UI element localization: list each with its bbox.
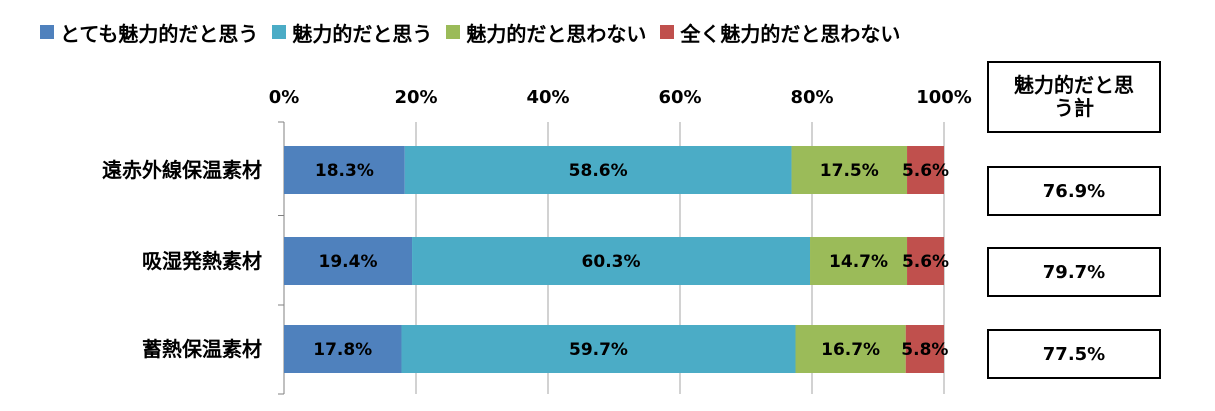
legend-label-2: 魅力的だと思う bbox=[292, 21, 433, 46]
bar-3-2 bbox=[401, 325, 796, 373]
data-label-2-1: 19.4% bbox=[319, 252, 378, 272]
legend-label-1: とても魅力的だと思う bbox=[60, 21, 259, 46]
data-label-2-4: 5.6% bbox=[902, 252, 949, 272]
bar-1-1 bbox=[284, 146, 405, 194]
tick-label-4: 60% bbox=[658, 87, 701, 108]
legend-item-1: とても魅力的だと思う bbox=[40, 18, 258, 47]
legend-item-3: 魅力的だと思わない bbox=[446, 18, 646, 47]
legend-label-3: 魅力的だと思わない bbox=[466, 21, 647, 46]
tick-label-6: 100% bbox=[916, 87, 972, 108]
tick-label-5: 80% bbox=[790, 87, 833, 108]
legend-label-4: 全く魅力的だと思わない bbox=[680, 21, 901, 46]
bar-1-4 bbox=[907, 146, 944, 194]
legend-swatch-4 bbox=[660, 25, 675, 39]
data-label-2-3: 14.7% bbox=[829, 252, 888, 272]
bar-1-3 bbox=[791, 146, 908, 194]
bar-2-4 bbox=[907, 237, 944, 285]
data-label-1-4: 5.6% bbox=[902, 161, 949, 181]
bar-2-3 bbox=[810, 237, 908, 285]
legend-swatch-3 bbox=[446, 25, 461, 39]
bar-2-1 bbox=[284, 237, 413, 285]
tick-label-2: 20% bbox=[394, 87, 437, 108]
bar-3-3 bbox=[795, 325, 906, 373]
legend-item-2: 魅力的だと思う bbox=[272, 18, 432, 47]
tick-label-1: 0% bbox=[269, 87, 300, 108]
legend-item-4: 全く魅力的だと思わない bbox=[660, 18, 900, 47]
category-label-1: 遠赤外線保温素材 bbox=[102, 158, 262, 182]
category-label-2: 吸湿発熱素材 bbox=[142, 249, 262, 273]
tick-label-3: 40% bbox=[526, 87, 569, 108]
total-value-2: 79.7% bbox=[987, 247, 1161, 297]
total-header: 魅力的だと思う計 bbox=[987, 61, 1161, 133]
data-label-3-2: 59.7% bbox=[569, 340, 628, 360]
legend: とても魅力的だと思う 魅力的だと思う 魅力的だと思わない 全く魅力的だと思わない bbox=[40, 18, 900, 46]
bar-2-2 bbox=[412, 237, 811, 285]
data-label-2-2: 60.3% bbox=[582, 252, 641, 272]
data-label-1-2: 58.6% bbox=[569, 161, 628, 181]
data-label-1-1: 18.3% bbox=[315, 161, 374, 181]
bar-3-1 bbox=[284, 325, 402, 373]
category-label-3: 蓄熱保温素材 bbox=[142, 337, 262, 361]
data-label-1-3: 17.5% bbox=[820, 161, 879, 181]
data-label-3-3: 16.7% bbox=[821, 340, 880, 360]
legend-swatch-1 bbox=[40, 25, 54, 39]
total-value-1: 76.9% bbox=[987, 166, 1161, 216]
bar-3-4 bbox=[905, 325, 944, 373]
data-label-3-1: 17.8% bbox=[313, 340, 372, 360]
total-value-3: 77.5% bbox=[987, 329, 1161, 379]
legend-swatch-2 bbox=[272, 25, 287, 39]
data-label-3-4: 5.8% bbox=[901, 340, 948, 360]
bar-1-2 bbox=[404, 146, 792, 194]
